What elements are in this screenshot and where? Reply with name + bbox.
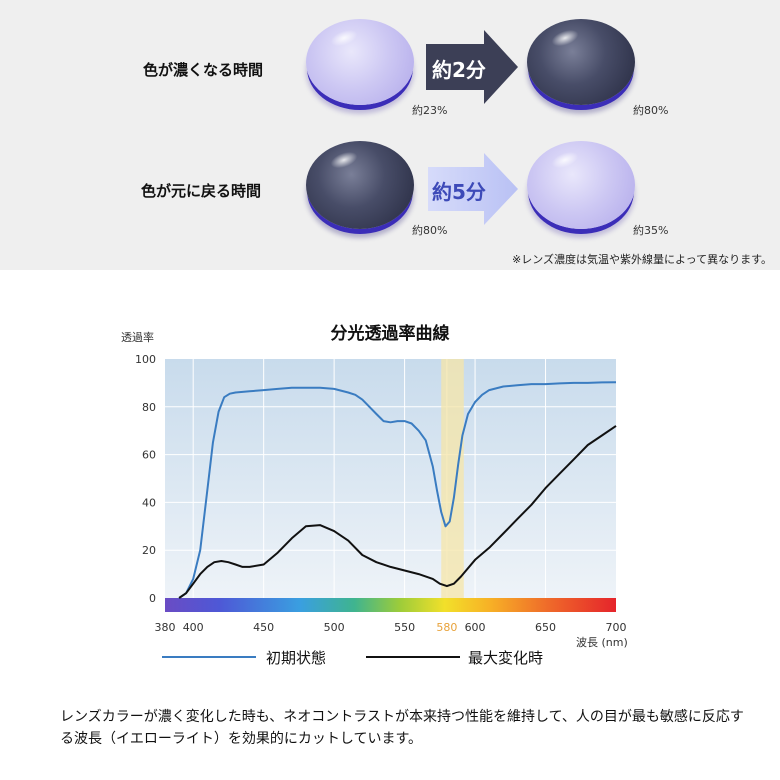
x-axis-label: 波長 (nm)	[576, 636, 628, 649]
series-line-max	[178, 425, 617, 599]
row1-before-percent: 約23%	[412, 104, 448, 117]
y-tick-label: 20	[142, 544, 156, 557]
legend-label-max: 最大変化時	[468, 649, 543, 667]
x-tick-label: 450	[253, 621, 274, 634]
y-tick-label: 80	[142, 401, 156, 414]
x-tick-label: 600	[465, 621, 486, 634]
row2-arrow-text: 約5分	[432, 180, 486, 204]
lens-light-before	[306, 19, 414, 105]
series-line-initial	[178, 381, 617, 599]
lens-light-after	[527, 141, 635, 229]
fading-time-label: 色が元に戻る時間	[141, 182, 262, 200]
density-note: ※レンズ濃度は気温や紫外線量によって異なります。	[511, 253, 772, 266]
y-tick-label: 40	[142, 496, 156, 509]
x-tick-label: 550	[394, 621, 415, 634]
lens-dark-after	[527, 19, 635, 105]
spectrum-bar	[165, 598, 616, 612]
lens-comparison-panel: 色が濃くなる時間 約23% 約2分 約80% 色が元に戻る時間 約80% 約5分…	[0, 0, 780, 270]
y-axis-label: 透過率	[121, 330, 154, 344]
lens-dark-before	[306, 141, 414, 229]
x-tick-label: 400	[183, 621, 204, 634]
light-arrow-icon	[428, 153, 518, 225]
row2-after-percent: 約35%	[633, 224, 669, 237]
row1-arrow-text: 約2分	[432, 58, 486, 82]
y-tick-label: 100	[135, 353, 156, 366]
description-text: レンズカラーが濃く変化した時も、ネオコントラストが本来持つ性能を維持して、人の目…	[60, 709, 744, 747]
x-tick-label: 580	[436, 621, 457, 634]
y-tick-label: 60	[142, 449, 156, 462]
row2-before-percent: 約80%	[412, 224, 448, 237]
x-tick-label: 380	[155, 621, 176, 634]
x-tick-label: 650	[535, 621, 556, 634]
dark-arrow-icon	[426, 30, 518, 104]
chart-title: 分光透過率曲線	[330, 324, 450, 344]
spectral-chart: 透過率 0 20 40 60 80 100 380 400 450 500 550 580 600 650…	[121, 330, 628, 667]
x-tick-label: 700	[606, 621, 627, 634]
darkening-time-label: 色が濃くなる時間	[143, 61, 264, 79]
yellow-light-band	[441, 359, 464, 598]
x-tick-label: 500	[324, 621, 345, 634]
legend-label-initial: 初期状態	[266, 649, 326, 667]
y-tick-label: 0	[149, 592, 156, 605]
row1-after-percent: 約80%	[633, 104, 669, 117]
plot-area	[165, 359, 616, 598]
